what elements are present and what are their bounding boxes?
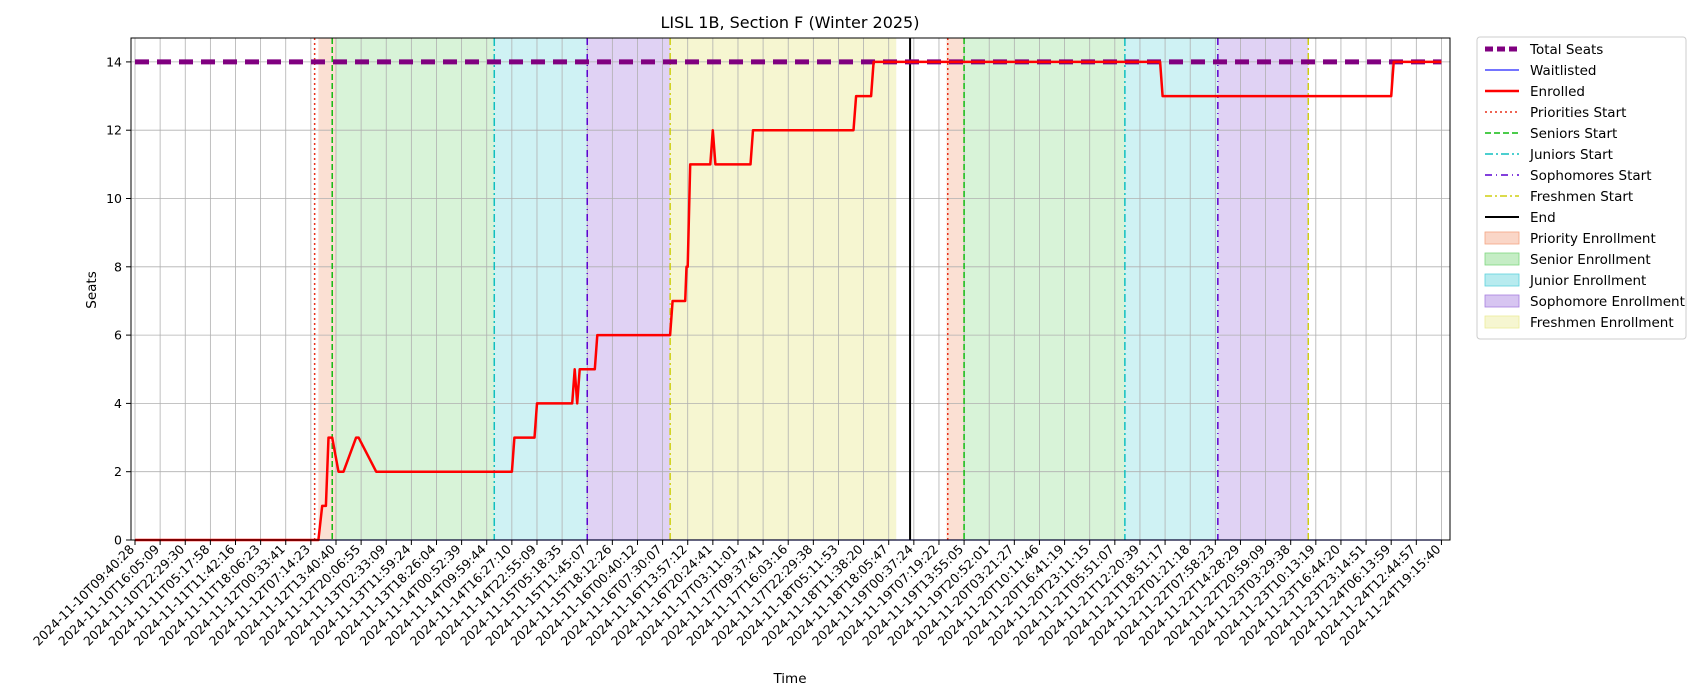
y-tick-label: 4 [114,396,122,411]
phase-band [1124,38,1218,540]
phase-band [1217,38,1309,540]
legend-label: End [1530,210,1556,226]
phase-band [587,38,671,540]
y-tick-label: 0 [114,533,122,548]
legend-swatch [1484,315,1520,329]
phase-band [964,38,1125,540]
legend-label: Sophomores Start [1530,168,1652,184]
legend-box [1476,36,1687,340]
phase-band [335,38,495,540]
chart-title: LISL 1B, Section F (Winter 2025) [661,13,920,32]
phase-band [494,38,588,540]
legend-label: Sophomore Enrollment [1530,294,1685,310]
y-tick-label: 6 [114,328,122,343]
x-axis: 2024-11-10T09:40:282024-11-10T16:05:0920… [30,540,1444,649]
legend-label: Priorities Start [1530,105,1626,121]
phase-band [318,38,336,540]
legend-label: Freshmen Start [1530,189,1633,205]
y-tick-label: 12 [106,123,122,138]
phase-band [670,38,897,540]
legend-label: Enrolled [1530,84,1585,100]
phase-shading [318,38,1309,540]
phase-band [946,38,965,540]
legend-label: Juniors Start [1529,147,1613,163]
legend-label: Freshmen Enrollment [1530,315,1674,331]
y-tick-label: 14 [106,54,122,69]
y-axis: 0 2 4 6 8 10 12 14 [106,54,131,548]
legend-label: Waitlisted [1530,63,1597,79]
legend-swatch [1484,252,1520,266]
plot-frame [130,37,1451,541]
legend-swatch [1484,231,1520,245]
y-axis-title: Seats [84,271,100,308]
vertical-markers [313,38,1310,540]
y-tick-label: 8 [114,259,122,274]
grid-lines [131,38,1450,541]
x-axis-title: Time [772,671,806,687]
legend-label: Seniors Start [1530,126,1617,142]
legend-label: Senior Enrollment [1530,252,1651,268]
y-tick-label: 10 [106,191,122,206]
legend-swatch [1484,294,1520,308]
plot-border [130,37,1451,541]
y-tick-label: 2 [114,464,122,479]
legend-label: Priority Enrollment [1530,231,1656,247]
legend: Total Seats Waitlisted Enrolled Priorities … [1476,36,1687,340]
series-line-enrolled [135,60,1442,542]
legend-label: Junior Enrollment [1529,273,1646,289]
legend-swatch [1484,273,1520,287]
legend-label: Total Seats [1529,42,1603,58]
